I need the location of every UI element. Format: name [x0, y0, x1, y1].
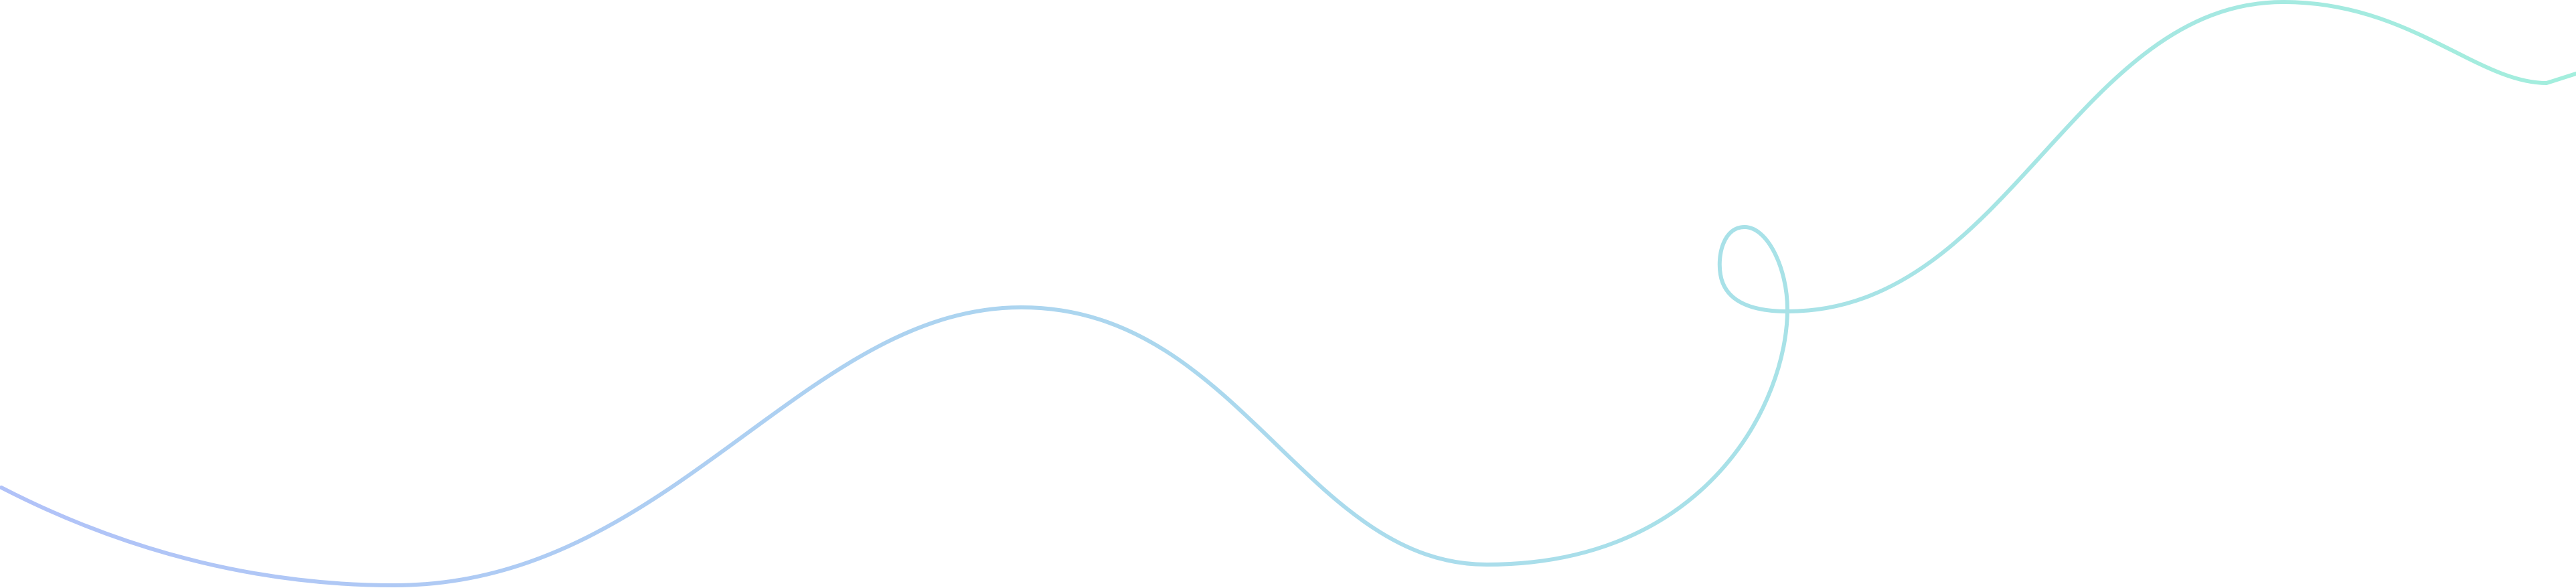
decorative-wave-line	[0, 0, 2576, 588]
wave-path	[0, 0, 2576, 588]
